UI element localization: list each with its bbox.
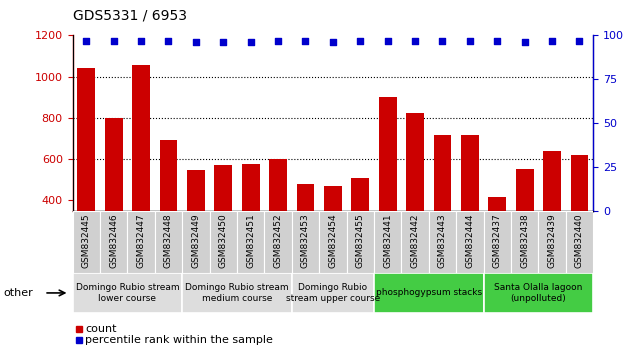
Bar — [379, 97, 396, 283]
Bar — [401, 211, 428, 273]
Bar — [456, 211, 483, 273]
Text: GSM832447: GSM832447 — [136, 214, 146, 268]
Bar — [319, 211, 346, 273]
Text: Santa Olalla lagoon
(unpolluted): Santa Olalla lagoon (unpolluted) — [494, 283, 582, 303]
Text: Domingo Rubio
stream upper course: Domingo Rubio stream upper course — [286, 283, 380, 303]
Point — [81, 38, 91, 44]
Bar — [543, 151, 561, 283]
Bar — [297, 184, 314, 283]
Text: Domingo Rubio stream
medium course: Domingo Rubio stream medium course — [185, 283, 289, 303]
Point — [245, 40, 256, 45]
Text: GSM832439: GSM832439 — [548, 214, 557, 268]
Point — [382, 38, 392, 44]
Bar — [511, 211, 538, 273]
Bar — [242, 164, 259, 283]
Text: GSM832446: GSM832446 — [109, 214, 118, 268]
Bar — [73, 273, 182, 313]
Bar — [461, 135, 479, 283]
Text: GSM832454: GSM832454 — [328, 214, 338, 268]
Bar — [160, 139, 177, 283]
Bar — [483, 211, 511, 273]
Bar — [209, 211, 237, 273]
Point — [492, 38, 502, 44]
Text: count: count — [85, 324, 117, 334]
Text: GSM832438: GSM832438 — [520, 214, 529, 268]
Bar — [570, 155, 588, 283]
Bar — [264, 211, 292, 273]
Text: GSM832455: GSM832455 — [356, 214, 365, 268]
Bar — [292, 211, 319, 273]
Bar — [433, 135, 451, 283]
Text: GSM832442: GSM832442 — [411, 214, 420, 268]
Point — [519, 40, 529, 45]
Text: GSM832448: GSM832448 — [164, 214, 173, 268]
Point — [163, 38, 174, 44]
Text: GSM832437: GSM832437 — [493, 214, 502, 268]
Point — [136, 38, 146, 44]
Bar — [237, 211, 264, 273]
Bar — [127, 211, 155, 273]
Bar — [78, 68, 95, 283]
Point — [191, 40, 201, 45]
Bar — [105, 118, 122, 283]
Text: GSM832444: GSM832444 — [465, 214, 475, 268]
Text: other: other — [3, 288, 33, 298]
Bar — [155, 211, 182, 273]
Bar — [428, 211, 456, 273]
Bar — [488, 197, 506, 283]
Text: GSM832449: GSM832449 — [191, 214, 201, 268]
Text: GSM832453: GSM832453 — [301, 214, 310, 268]
Text: GSM832451: GSM832451 — [246, 214, 255, 268]
Point — [328, 40, 338, 45]
Text: GSM832452: GSM832452 — [274, 214, 283, 268]
Point — [273, 38, 283, 44]
Point — [437, 38, 447, 44]
Point — [109, 38, 119, 44]
Text: GSM832441: GSM832441 — [383, 214, 392, 268]
Point — [547, 38, 557, 44]
Bar — [324, 186, 342, 283]
Text: percentile rank within the sample: percentile rank within the sample — [85, 335, 273, 345]
Point — [410, 38, 420, 44]
Point — [300, 38, 310, 44]
Bar — [100, 211, 127, 273]
Text: Domingo Rubio stream
lower course: Domingo Rubio stream lower course — [76, 283, 179, 303]
Text: GSM832443: GSM832443 — [438, 214, 447, 268]
Bar — [483, 273, 593, 313]
Bar — [538, 211, 566, 273]
Point — [465, 38, 475, 44]
Text: GSM832440: GSM832440 — [575, 214, 584, 268]
Point — [218, 40, 228, 45]
Bar — [346, 211, 374, 273]
Bar — [182, 211, 209, 273]
Bar — [132, 65, 150, 283]
Bar — [566, 211, 593, 273]
Bar — [351, 178, 369, 283]
Point — [355, 38, 365, 44]
Bar — [374, 211, 401, 273]
Bar — [516, 170, 534, 283]
Bar — [292, 273, 374, 313]
Text: GSM832450: GSM832450 — [219, 214, 228, 268]
Bar — [269, 159, 287, 283]
Bar — [406, 113, 424, 283]
Bar — [182, 273, 292, 313]
Bar — [374, 273, 483, 313]
Bar — [73, 211, 100, 273]
Bar — [187, 170, 205, 283]
Text: GDS5331 / 6953: GDS5331 / 6953 — [73, 9, 187, 23]
Bar — [215, 165, 232, 283]
Text: phosphogypsum stacks: phosphogypsum stacks — [375, 289, 482, 297]
Point — [574, 38, 584, 44]
Text: GSM832445: GSM832445 — [82, 214, 91, 268]
